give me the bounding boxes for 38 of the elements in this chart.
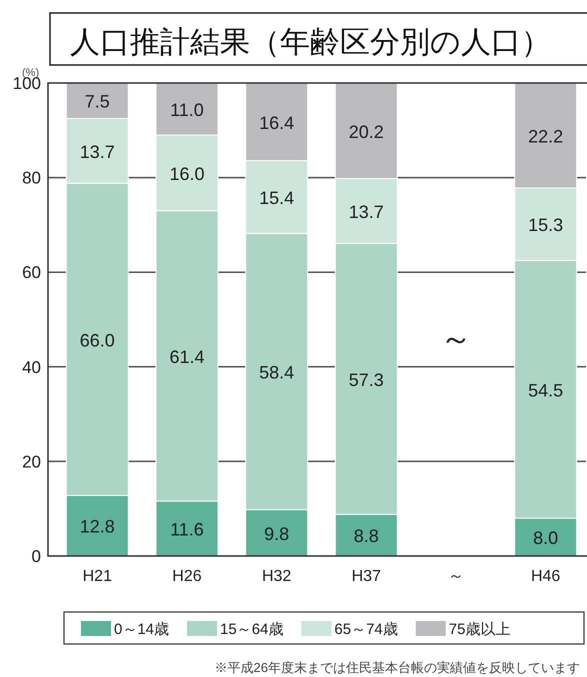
data-label: 57.3 — [348, 370, 384, 390]
y-tick-label: 40 — [22, 358, 41, 377]
data-label: 15.3 — [528, 215, 564, 236]
y-tick-label: 20 — [22, 452, 41, 472]
data-label: 12.8 — [80, 516, 115, 537]
annotation: ～ — [440, 320, 472, 356]
data-label: 13.7 — [348, 202, 384, 222]
text: ※平成26年度末までは住民基本台帳の実績値を反映しています — [214, 660, 580, 675]
x-tick-label: H21 — [82, 568, 112, 585]
data-label: 20.2 — [348, 122, 384, 142]
x-tick-label: H26 — [172, 568, 202, 585]
data-label: 54.5 — [528, 380, 564, 400]
y-tick-label: 80 — [22, 168, 41, 188]
legend-label: 65～74歳 — [334, 621, 398, 638]
legend-label: 0～14歳 — [114, 621, 170, 638]
data-label: 8.8 — [354, 526, 379, 546]
data-label: 13.7 — [80, 142, 115, 162]
x-tick-label: H32 — [262, 568, 292, 585]
data-label: 8.0 — [533, 528, 558, 548]
data-label: 15.4 — [259, 188, 294, 208]
y-tick-label: 60 — [22, 263, 41, 282]
legend-label: 75歳以上 — [448, 621, 510, 638]
data-label: 11.6 — [170, 520, 204, 540]
data-label: 66.0 — [80, 330, 115, 350]
legend-label: 15～64歳 — [220, 621, 284, 638]
data-label: 61.4 — [169, 346, 205, 367]
data-label: 9.8 — [264, 524, 290, 544]
x-tick-label: ～ — [448, 568, 464, 585]
x-tick-label: H46 — [530, 568, 560, 585]
data-label: 22.2 — [528, 126, 564, 147]
data-label: 7.5 — [84, 92, 110, 112]
data-label: 11.0 — [170, 100, 204, 120]
chart-title: 人口推計結果（年齢区分別の人口） — [70, 26, 551, 59]
y-tick-label: 0 — [32, 547, 41, 566]
data-label: 58.4 — [259, 362, 294, 383]
data-label: 16.4 — [259, 112, 294, 133]
data-label: 16.0 — [169, 164, 205, 184]
x-tick-label: H37 — [352, 568, 382, 585]
